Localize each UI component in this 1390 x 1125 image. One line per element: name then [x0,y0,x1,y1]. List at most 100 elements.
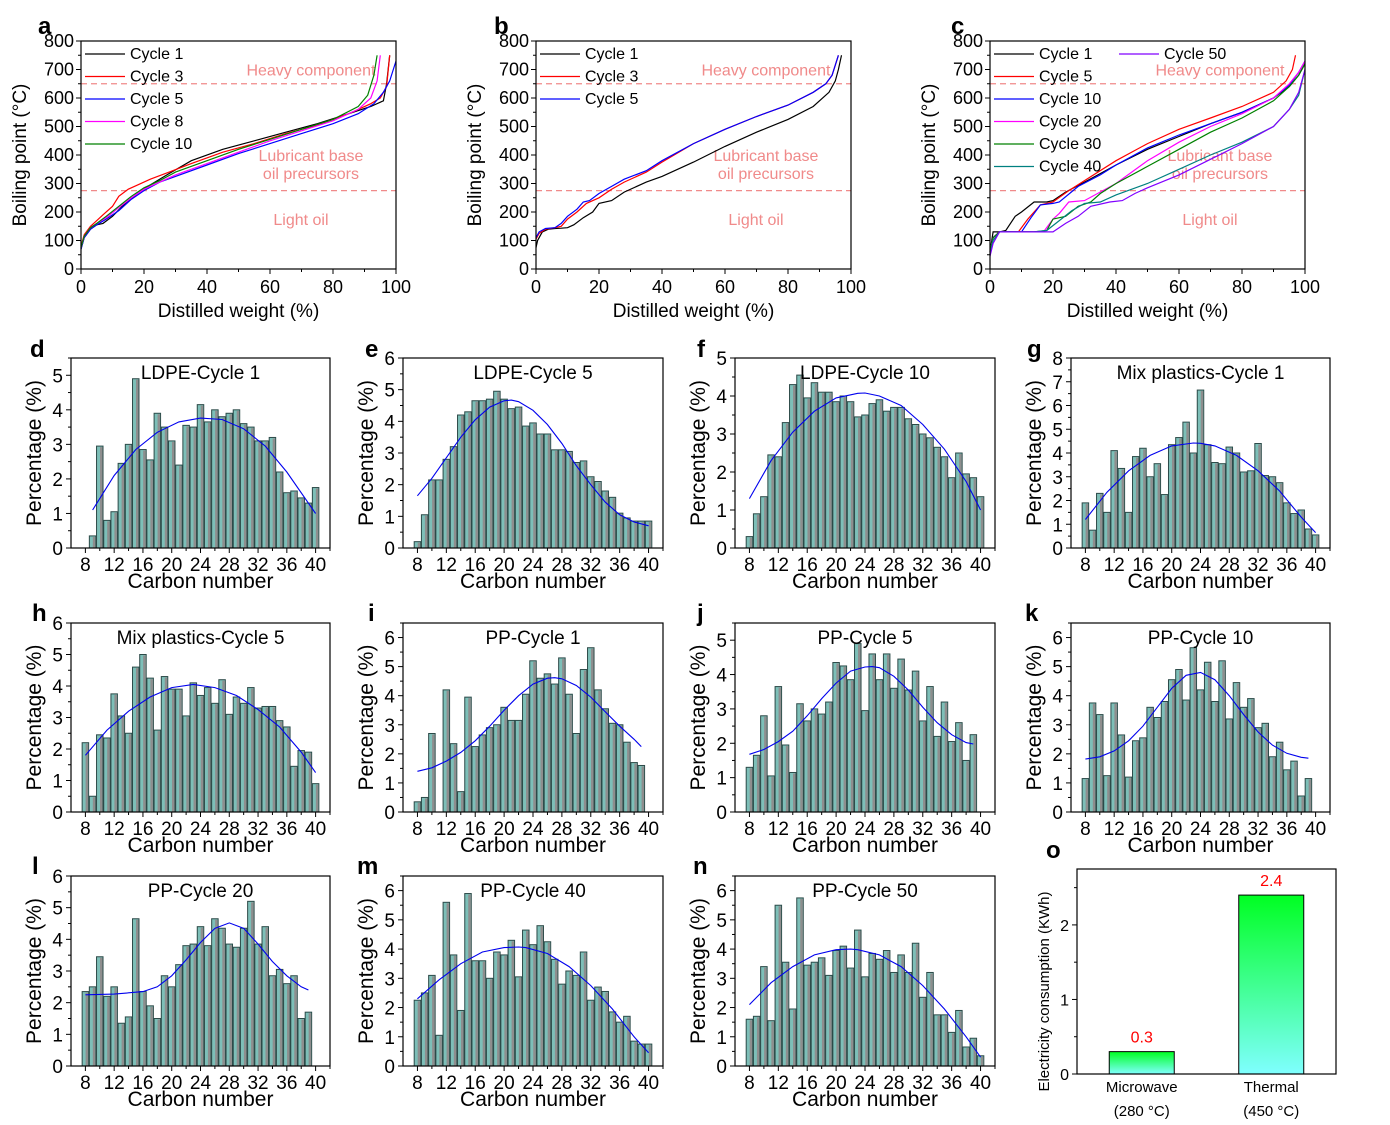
y-tick-label: 400 [44,145,74,165]
x-tick-label: 32 [912,1073,933,1094]
bar-shadow [619,725,623,812]
fit-curve [417,677,642,772]
bar-shadow [886,654,890,812]
x-tick-label: 36 [609,1073,630,1094]
x-tick-label: 36 [276,1073,297,1094]
x-axis-label: Distilled weight (%) [613,301,775,322]
bar-shadow [287,727,290,812]
bar-shadow [1236,683,1240,812]
y-tick-label: 3 [716,969,727,990]
bar-shadow [648,1045,652,1066]
bar-shadow [222,680,225,812]
legend-label: Cycle 5 [585,91,638,108]
bar-shadow [634,763,637,812]
x-tick-label: 32 [247,1073,268,1094]
y-axis-label: Percentage (%) [23,898,46,1044]
bar-shadow [446,460,450,548]
bar-shadow [1287,770,1290,812]
bar-shadow [222,929,225,1066]
y-tick-label: 0 [384,539,395,560]
bar-shadow [186,716,189,812]
fit-curve [749,666,974,755]
bar-shadow [915,944,919,1066]
bar-shadow [807,398,810,548]
y-tick-label: 5 [52,366,63,387]
y-tick-label: 1 [384,774,395,795]
x-tick-label: 12 [104,819,125,840]
bar-shadow [475,961,478,1066]
bar-shadow [475,401,478,548]
x-tick-label: 36 [276,555,297,576]
bar-shadow [865,416,868,548]
x-tick-label: 36 [941,1073,962,1094]
x-axis-label: Carbon number [128,1088,274,1111]
bar-shadow [605,492,608,548]
y-tick-label: 0 [52,1057,63,1078]
bar-shadow [908,691,912,812]
x-tick-label: 28 [883,1073,904,1094]
region-label-lubricant: Lubricant base [1167,148,1272,165]
bar-shadow [648,522,652,548]
x-tick-label: 12 [436,1073,457,1094]
x-tick-label: 100 [836,277,866,297]
x-axis-label: Carbon number [792,834,938,857]
bar-shadow [591,1001,594,1066]
bar-shadow [821,393,825,548]
bar-shadow [1114,451,1117,548]
x-tick-label: 8 [744,819,755,840]
bar-shadow [518,977,522,1066]
bar-shadow [482,735,486,812]
x-tick-label: 28 [219,819,240,840]
x-tick-label: 40 [305,555,326,576]
x-tick-label: 32 [580,555,601,576]
bar-shadow [439,480,442,548]
y-tick-label: 3 [1052,468,1063,489]
bar-shadow [265,927,268,1066]
bar-shadow [944,1015,948,1066]
bar-shadow [627,518,630,548]
chart-title: Mix plastics-Cycle 1 [1117,363,1285,384]
bar-shadow [778,906,782,1066]
bar-shadow [301,498,304,548]
legend-label: Cycle 1 [1039,46,1092,63]
bar-shadow [829,976,832,1066]
y-axis-label: Electricity consumption (KWh) [1036,891,1053,1091]
x-tick-label: 40 [1305,819,1326,840]
x-tick-label: 32 [247,555,268,576]
bar-shadow [800,898,803,1066]
x-tick-label: 40 [652,277,672,297]
chart-title: PP-Cycle 40 [480,881,586,902]
bar-shadow [164,428,168,548]
bar-shadow [236,410,240,548]
x-tick-label: 36 [1276,819,1297,840]
bar-shadow [468,698,471,812]
bar-shadow [1128,513,1132,548]
x-tick-label: 20 [1161,819,1182,840]
x-tick-label: 12 [104,555,125,576]
bar-shadow [504,955,507,1066]
bar-shadow [92,797,96,812]
bar-shadow [966,1048,969,1066]
bar-shadow [453,744,457,812]
panel-letter: g [1027,336,1042,363]
y-tick-label: 500 [499,117,529,137]
bar-shadow [634,1042,637,1066]
bar-shadow [749,1020,753,1066]
y-tick-label: 6 [1052,629,1063,650]
legend: Cycle 1 Cycle 5 Cycle 10 Cycle 20 Cycle 30 Cy… [994,46,1226,176]
y-axis-label: Percentage (%) [1023,645,1046,791]
bar-shadow [1200,690,1204,812]
bar-shadow [966,761,969,812]
y-tick-label: 0 [52,803,63,824]
bar-shadow [251,688,254,812]
x-tick-label: 28 [551,555,572,576]
y-tick-label: 0 [384,1057,395,1078]
bar-shadow [764,497,767,548]
bar-shadow [229,715,233,812]
x-tick-label: 16 [797,819,818,840]
panel-letter: j [696,600,704,627]
y-tick-label: 100 [499,231,529,251]
bar-shadow [879,680,883,812]
region-label-heavy: Heavy component [1155,63,1285,80]
